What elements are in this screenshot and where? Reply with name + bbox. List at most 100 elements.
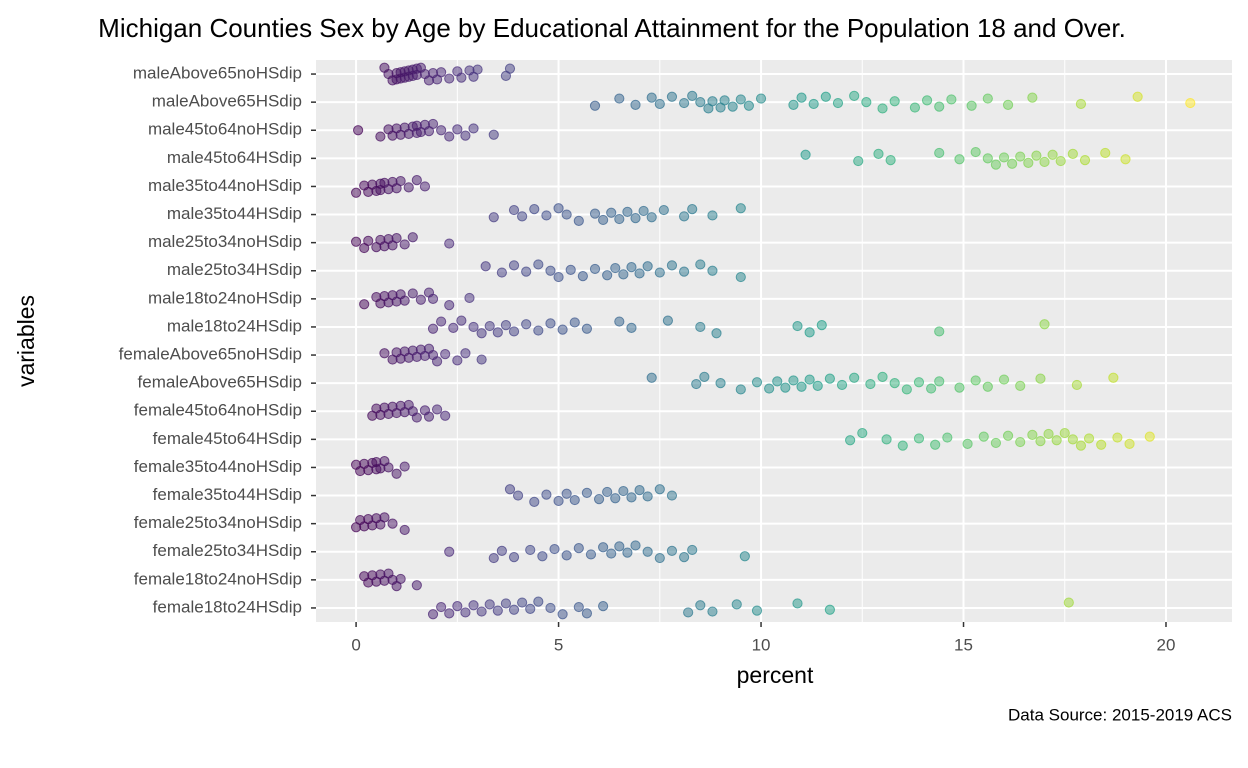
point bbox=[521, 266, 532, 277]
point bbox=[630, 99, 641, 110]
point bbox=[792, 320, 803, 332]
point bbox=[849, 90, 860, 101]
point bbox=[488, 212, 499, 223]
point bbox=[395, 573, 406, 585]
y-tick-label: male45to64HSdip bbox=[167, 148, 302, 167]
point bbox=[468, 321, 479, 333]
point bbox=[561, 550, 572, 561]
point bbox=[990, 159, 1002, 170]
point bbox=[707, 210, 718, 221]
y-tick-label: male25to34HSdip bbox=[167, 260, 302, 279]
point bbox=[913, 377, 925, 388]
point bbox=[731, 599, 742, 610]
point bbox=[614, 213, 625, 225]
point bbox=[1055, 155, 1066, 167]
point bbox=[395, 175, 406, 187]
point bbox=[573, 601, 584, 613]
point bbox=[735, 203, 746, 214]
point bbox=[427, 293, 439, 304]
x-tick-label: 10 bbox=[752, 635, 771, 654]
y-tick-label: female25to34HSdip bbox=[153, 541, 302, 560]
point bbox=[853, 155, 864, 167]
point bbox=[573, 543, 584, 554]
point bbox=[1124, 438, 1135, 449]
point bbox=[533, 259, 544, 270]
point bbox=[589, 263, 601, 275]
point bbox=[820, 91, 831, 102]
point bbox=[1023, 157, 1034, 168]
point bbox=[593, 494, 605, 505]
point bbox=[411, 580, 422, 591]
point bbox=[399, 461, 410, 472]
point bbox=[533, 596, 544, 607]
point bbox=[436, 67, 447, 78]
point bbox=[508, 326, 520, 337]
point bbox=[553, 271, 564, 283]
point bbox=[998, 374, 1010, 385]
point bbox=[1112, 432, 1123, 443]
point bbox=[614, 93, 625, 104]
point bbox=[1002, 430, 1014, 441]
point bbox=[1027, 92, 1038, 103]
point bbox=[1120, 154, 1131, 165]
point bbox=[452, 355, 463, 366]
point bbox=[589, 208, 601, 219]
point bbox=[751, 605, 763, 616]
point bbox=[970, 375, 981, 386]
point bbox=[1039, 156, 1050, 168]
point bbox=[602, 486, 613, 498]
point bbox=[707, 606, 718, 617]
point bbox=[529, 204, 540, 215]
point bbox=[755, 93, 767, 104]
point bbox=[804, 374, 815, 385]
point bbox=[812, 380, 823, 391]
point bbox=[857, 427, 868, 439]
point bbox=[946, 94, 957, 105]
point bbox=[800, 149, 811, 160]
point bbox=[1035, 373, 1046, 384]
point bbox=[691, 378, 702, 390]
y-tick-label: female18to24noHSdip bbox=[134, 569, 302, 588]
y-tick-label: female25to34noHSdip bbox=[134, 513, 302, 532]
point bbox=[504, 63, 516, 74]
point bbox=[353, 125, 364, 136]
point bbox=[1015, 436, 1026, 448]
point bbox=[942, 432, 953, 443]
point bbox=[557, 324, 568, 335]
point bbox=[598, 542, 609, 553]
point bbox=[468, 600, 479, 611]
point bbox=[626, 492, 637, 503]
point bbox=[1075, 98, 1087, 110]
point bbox=[687, 90, 698, 101]
point bbox=[581, 323, 593, 334]
point bbox=[719, 95, 730, 106]
point bbox=[889, 96, 900, 107]
point bbox=[913, 433, 925, 444]
point bbox=[930, 439, 941, 450]
point bbox=[735, 94, 746, 105]
point bbox=[452, 601, 463, 612]
point bbox=[480, 261, 491, 272]
point bbox=[654, 484, 665, 495]
point bbox=[1079, 155, 1091, 166]
point bbox=[537, 551, 548, 562]
point bbox=[541, 210, 552, 221]
point bbox=[431, 404, 443, 415]
point bbox=[476, 354, 487, 365]
point bbox=[970, 146, 981, 158]
point bbox=[464, 292, 475, 304]
point bbox=[695, 97, 706, 108]
point bbox=[614, 316, 625, 327]
point bbox=[545, 602, 556, 614]
x-axis-title: percent bbox=[737, 662, 814, 688]
point bbox=[488, 552, 499, 564]
y-tick-label: male35to44noHSdip bbox=[148, 176, 302, 195]
point bbox=[1007, 158, 1018, 169]
point bbox=[642, 261, 653, 272]
point bbox=[379, 512, 390, 523]
point bbox=[626, 262, 637, 273]
point bbox=[683, 607, 694, 618]
point bbox=[865, 378, 876, 390]
point bbox=[679, 211, 690, 222]
point bbox=[982, 153, 993, 164]
